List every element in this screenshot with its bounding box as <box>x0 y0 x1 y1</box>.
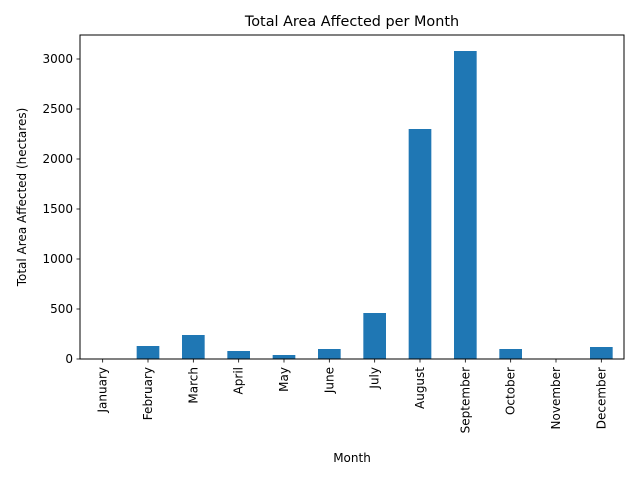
x-tick-label-october: October <box>504 367 518 415</box>
y-tick-label: 500 <box>50 302 73 316</box>
y-tick-label: 1500 <box>42 202 73 216</box>
bar-march <box>182 335 205 359</box>
x-tick-label-june: June <box>322 367 336 394</box>
y-tick-label: 2500 <box>42 102 73 116</box>
y-tick-label: 2000 <box>42 152 73 166</box>
y-axis-label: Total Area Affected (hectares) <box>15 108 29 288</box>
x-tick-label-february: February <box>141 367 155 420</box>
bar-july <box>363 313 386 359</box>
x-tick-label-january: January <box>96 367 110 414</box>
plot-frame <box>79 34 625 360</box>
bar-december <box>590 347 613 359</box>
x-tick-label-november: November <box>549 367 563 429</box>
x-tick-label-may: May <box>277 367 291 392</box>
x-tick-label-april: April <box>232 367 246 394</box>
chart-title: Total Area Affected per Month <box>244 14 459 30</box>
x-axis-label: Month <box>333 451 371 465</box>
bar-february <box>136 346 160 359</box>
y-tick-label: 1000 <box>42 252 73 266</box>
y-axis: 0 500 1000 1500 2000 2500 3000 <box>42 52 80 366</box>
bar-april <box>227 351 250 359</box>
bars <box>136 51 613 359</box>
bar-october <box>499 349 522 359</box>
x-tick-label-september: September <box>458 367 472 433</box>
x-tick-label-august: August <box>413 367 427 409</box>
y-tick-label: 3000 <box>42 52 73 66</box>
x-tick-label-december: December <box>594 367 608 429</box>
y-tick-label: 0 <box>65 352 73 366</box>
bar-june <box>318 349 341 359</box>
x-tick-label-march: March <box>186 367 200 404</box>
bar-august <box>408 129 432 359</box>
bar-may <box>272 355 296 359</box>
x-tick-label-july: July <box>368 367 382 390</box>
x-axis: January February March April May June July Augu… <box>96 359 608 433</box>
bar-september <box>454 51 477 359</box>
